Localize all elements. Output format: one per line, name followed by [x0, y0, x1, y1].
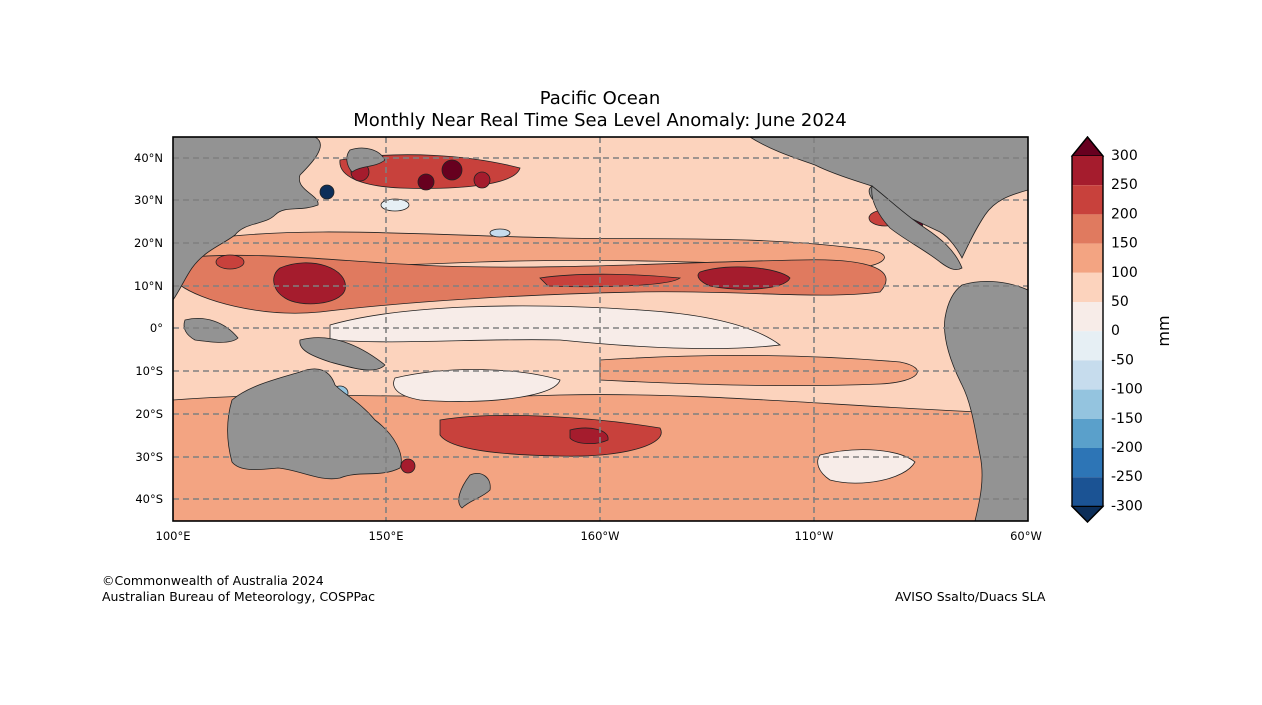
land-japan — [346, 147, 386, 173]
map-title: Pacific Ocean — [539, 88, 661, 109]
agency-text: Australian Bureau of Meteorology, COSPPa… — [102, 589, 375, 604]
anomaly-tasman-eddy — [400, 458, 416, 474]
anomaly-hotspot-central — [697, 266, 791, 290]
colorbar-unit-label: mm — [1154, 315, 1173, 346]
lon-label: 100°E — [156, 529, 191, 543]
colorbar-tick-label: -100 — [1111, 382, 1143, 398]
colorbar-segment — [1072, 302, 1103, 332]
colorbar-segment — [1072, 477, 1103, 507]
land-asia — [173, 137, 321, 301]
colorbar-tick-label: 150 — [1111, 236, 1138, 252]
land-papua — [299, 337, 386, 371]
colorbar-segment — [1072, 360, 1103, 390]
land-south-america — [944, 281, 1028, 521]
colorbar-segment — [1072, 448, 1103, 478]
lat-label: 20°S — [135, 407, 163, 421]
colorbar-segment — [1072, 272, 1103, 302]
colorbar-tick-label: -50 — [1111, 352, 1134, 368]
anomaly-southeast-neutral — [817, 449, 916, 484]
lon-label: 60°W — [1010, 529, 1042, 543]
colorbar-segment — [1072, 418, 1103, 448]
land-central-america — [871, 185, 963, 270]
colorbar-tick-label: -200 — [1111, 440, 1143, 456]
lon-label: 110°W — [794, 529, 833, 543]
colorbar-tick-label: 250 — [1111, 177, 1138, 193]
colorbar-tick-label: -150 — [1111, 411, 1143, 427]
graticule — [173, 137, 1028, 521]
map-area — [173, 137, 1028, 521]
lat-label: 0° — [150, 321, 163, 335]
anomaly-eddy-4 — [473, 171, 491, 189]
anomaly-south-neutral — [393, 369, 561, 402]
anomaly-eddy-cold — [319, 184, 335, 200]
anomaly-north-band — [199, 231, 885, 269]
lat-label: 10°S — [135, 364, 163, 378]
colorbar-segment — [1072, 214, 1103, 244]
anomaly-southwest-hot — [439, 415, 662, 457]
lat-label: 10°N — [134, 279, 163, 293]
colorbar-tick-label: 200 — [1111, 206, 1138, 222]
map-frame — [172, 136, 1029, 522]
anomaly-eddy-3 — [417, 173, 435, 191]
data-source-text: AVISO Ssalto/Duacs SLA — [895, 589, 1046, 604]
lon-label: 150°E — [369, 529, 404, 543]
copyright-text: ©Commonwealth of Australia 2024 — [102, 573, 324, 588]
map-subtitle: Monthly Near Real Time Sea Level Anomaly… — [353, 110, 847, 131]
land-indonesia — [183, 318, 239, 343]
anomaly-cold-patch-2 — [489, 228, 511, 238]
colorbar-segment — [1072, 185, 1103, 215]
colorbar-tick-label: 0 — [1111, 323, 1120, 339]
anomaly-southwest-core — [569, 427, 609, 444]
lat-label: 30°N — [134, 193, 163, 207]
lat-label: 40°S — [135, 492, 163, 506]
lat-label: 30°S — [135, 450, 163, 464]
colorbar-segment — [1072, 243, 1103, 273]
land-australia — [227, 368, 402, 480]
colorbar-tick-label: 100 — [1111, 265, 1138, 281]
anomaly-cold-patch-1 — [380, 198, 410, 212]
colorbar-min-triangle — [1070, 505, 1105, 523]
lon-label: 160°W — [580, 529, 619, 543]
anomaly-hotspot-west — [273, 262, 346, 305]
colorbar-segment — [1072, 156, 1103, 186]
anomaly-eddy-2 — [441, 159, 463, 181]
colorbar-tick-label: 50 — [1111, 294, 1129, 310]
colorbar: 300 250 200 150 100 50 0 -50 -100 -150 -… — [1070, 135, 1173, 523]
colorbar-outline — [1071, 135, 1104, 523]
colorbar-tick-label: -250 — [1111, 469, 1143, 485]
colorbar-tick-label: -300 — [1111, 498, 1143, 514]
colorbar-tick-label: 300 — [1111, 148, 1138, 164]
land-north-america — [749, 137, 1028, 259]
colorbar-segment — [1072, 389, 1103, 419]
land — [173, 137, 1028, 521]
lat-label: 40°N — [134, 151, 163, 165]
lat-label: 20°N — [134, 236, 163, 250]
anomaly-indonesia-hot — [215, 254, 245, 270]
colorbar-max-triangle — [1070, 136, 1105, 157]
colorbar-segment — [1072, 331, 1103, 361]
